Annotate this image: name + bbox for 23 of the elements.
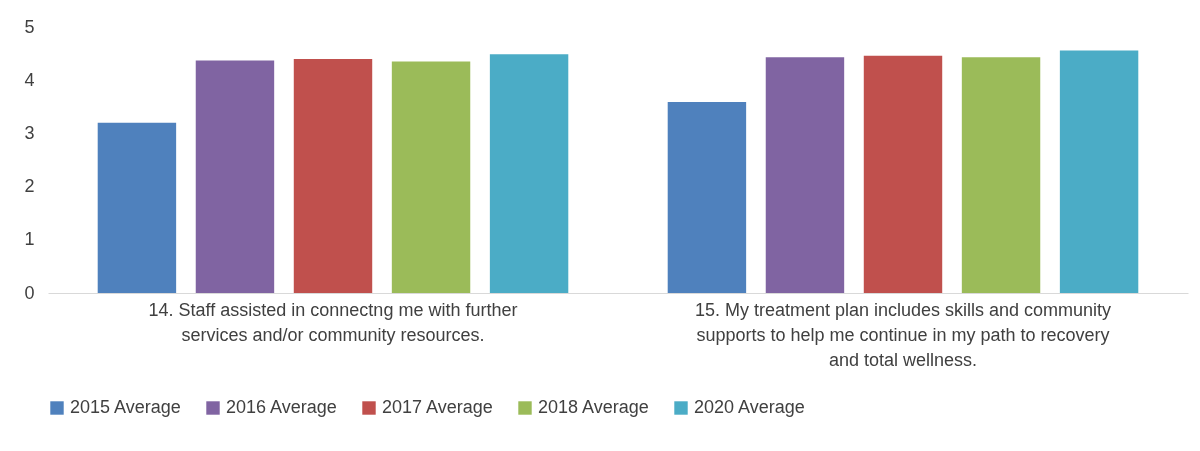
y-tick-label: 4 (24, 69, 35, 90)
legend-label: 2016 Average (226, 397, 337, 417)
x-tick-label: 14. Staff assisted in connectng me with further services and/or community resources. (148, 299, 518, 345)
y-tick-label: 3 (24, 122, 35, 143)
bar (1059, 50, 1139, 293)
bar (863, 55, 943, 293)
y-tick-label: 1 (24, 229, 35, 250)
y-tick-label: 0 (24, 282, 35, 303)
legend-label: 2018 Average (538, 397, 649, 417)
bar (97, 122, 177, 293)
bar (489, 54, 569, 293)
y-tick-label: 5 (24, 16, 35, 37)
legend-label: 2015 Average (70, 397, 181, 417)
y-tick-label: 2 (24, 176, 35, 197)
bar (195, 60, 275, 293)
bar (961, 57, 1041, 293)
bar (293, 58, 373, 293)
bar (667, 102, 747, 293)
x-tick-label: 15. My treatment plan includes skills and community supports to help me continue in my path to recovery and total wellness. (694, 299, 1112, 370)
bar (391, 61, 471, 293)
legend-label: 2017 Average (382, 397, 493, 417)
legend-label: 2020 Average (694, 397, 805, 417)
bar (765, 57, 845, 293)
